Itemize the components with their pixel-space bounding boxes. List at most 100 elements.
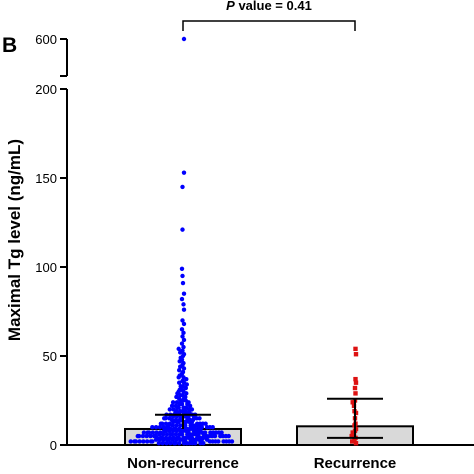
data-point [157, 425, 163, 430]
data-point [168, 441, 173, 446]
data-point [193, 441, 198, 446]
data-point [178, 364, 183, 369]
y-tick-label: 600 [35, 32, 57, 47]
data-point [174, 423, 179, 428]
data-point [162, 428, 167, 433]
data-point [199, 437, 204, 442]
p-value-label: P value = 0.41 [226, 0, 312, 13]
y-tick-label: 200 [35, 82, 57, 97]
data-point [183, 423, 188, 428]
data-point [212, 433, 218, 439]
data-point [197, 416, 202, 421]
data-point [150, 430, 155, 435]
data-point [150, 425, 155, 430]
data-point [353, 441, 359, 446]
data-point [157, 432, 162, 437]
data-point [179, 327, 185, 332]
data-point [177, 368, 182, 373]
data-point [164, 441, 169, 446]
data-point [158, 421, 164, 426]
data-point [161, 437, 166, 442]
data-point [180, 184, 185, 190]
data-point [180, 318, 185, 323]
data-point [203, 421, 208, 426]
data-point [226, 433, 231, 439]
data-point [178, 437, 183, 442]
data-point [167, 407, 172, 412]
data-point [180, 280, 186, 286]
data-point [349, 433, 354, 439]
data-point [170, 423, 175, 428]
data-point [181, 344, 186, 350]
data-point [352, 437, 357, 442]
data-point [352, 385, 358, 391]
data-point [176, 375, 181, 380]
data-point [177, 401, 182, 407]
data-point [181, 366, 187, 371]
data-point [210, 425, 215, 430]
data-point [128, 439, 133, 444]
data-point [183, 385, 188, 391]
data-point [181, 302, 186, 307]
data-point [137, 439, 142, 444]
y-tick-label: 50 [43, 349, 57, 364]
data-point [178, 428, 183, 433]
data-point [184, 391, 189, 396]
data-point [165, 437, 170, 442]
data-point [184, 382, 189, 387]
y-tick-label: 100 [35, 260, 57, 275]
data-point [229, 439, 235, 444]
category-label: Recurrence [314, 455, 397, 472]
y-tick-label: 150 [35, 171, 57, 186]
data-point [196, 432, 201, 437]
data-point [175, 405, 180, 410]
data-point [178, 350, 183, 355]
category-labels: Non-recurrence Recurrence [127, 455, 396, 472]
data-point [161, 432, 166, 437]
data-point [180, 273, 185, 279]
data-point [174, 428, 180, 433]
data-point [177, 380, 182, 385]
data-point [148, 439, 154, 444]
axes: 0 50 100 150 200 600 [35, 32, 474, 453]
data-point [170, 400, 176, 405]
data-point [179, 296, 185, 302]
data-point [170, 428, 176, 433]
data-point [219, 430, 224, 435]
points [128, 36, 359, 446]
data-point [350, 439, 355, 444]
p-value-annotation: P value = 0.41 [182, 0, 356, 31]
data-point [178, 384, 183, 389]
data-point [180, 334, 185, 339]
data-point [148, 433, 153, 439]
data-point [144, 433, 149, 439]
data-point [177, 441, 182, 446]
data-point [135, 433, 140, 439]
data-point [177, 432, 182, 437]
data-point [187, 403, 193, 409]
data-point [353, 346, 358, 352]
data-point [153, 437, 159, 442]
data-point [181, 337, 187, 343]
data-point [179, 341, 185, 346]
data-point [164, 432, 170, 437]
data-point [162, 416, 167, 421]
data-point [183, 437, 188, 442]
data-point [353, 391, 358, 396]
data-point [156, 441, 162, 446]
data-point [175, 419, 180, 425]
data-point [145, 439, 150, 444]
data-point [353, 376, 358, 382]
y-tick-label: 0 [50, 438, 57, 453]
data-point [167, 428, 172, 433]
data-point [160, 441, 165, 446]
data-point [186, 428, 191, 433]
comparison-bracket [182, 20, 356, 31]
data-point [178, 392, 183, 398]
y-axis-label: Maximal Tg level (ng/mL) [5, 139, 24, 341]
data-point [178, 398, 183, 403]
data-point [168, 432, 173, 437]
data-point [181, 170, 187, 175]
data-point [189, 419, 195, 425]
